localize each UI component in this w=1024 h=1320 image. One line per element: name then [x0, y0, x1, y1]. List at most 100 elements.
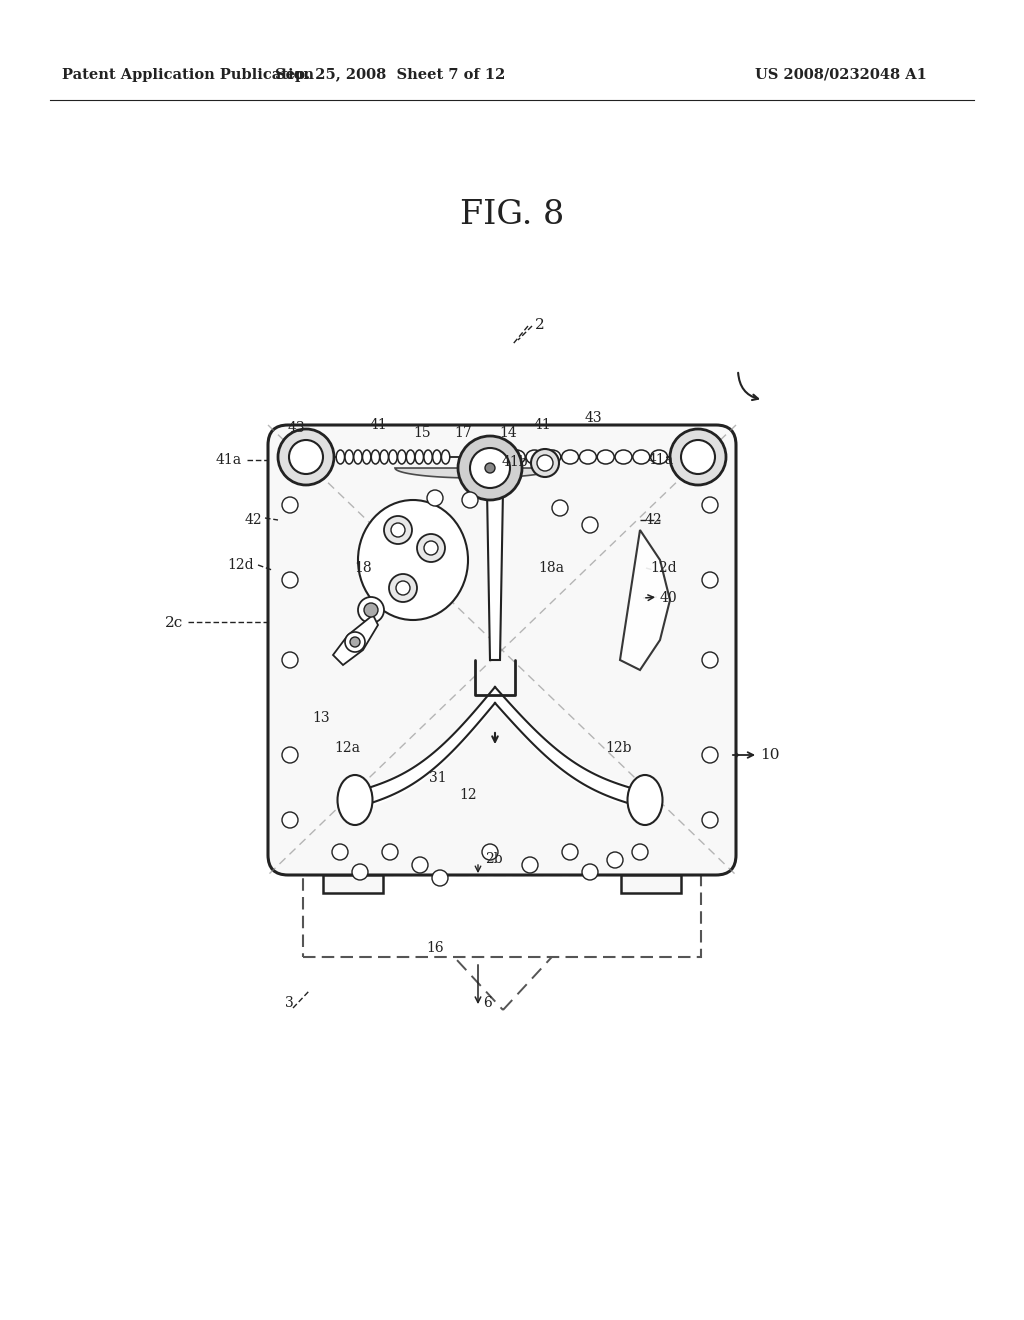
Ellipse shape — [407, 450, 415, 465]
Text: 14: 14 — [499, 426, 517, 440]
Text: 2b: 2b — [485, 851, 503, 866]
Circle shape — [282, 652, 298, 668]
Circle shape — [702, 572, 718, 587]
Text: 18a: 18a — [538, 561, 564, 576]
Ellipse shape — [336, 450, 344, 465]
Polygon shape — [395, 469, 555, 478]
Ellipse shape — [526, 450, 543, 465]
Circle shape — [352, 865, 368, 880]
Polygon shape — [333, 615, 378, 665]
Ellipse shape — [353, 450, 362, 465]
Ellipse shape — [597, 450, 614, 465]
Circle shape — [289, 440, 323, 474]
Circle shape — [424, 541, 438, 554]
Circle shape — [482, 843, 498, 861]
Ellipse shape — [561, 450, 579, 465]
Text: 41: 41 — [369, 418, 387, 432]
Ellipse shape — [338, 775, 373, 825]
Circle shape — [522, 857, 538, 873]
Text: 12a: 12a — [334, 741, 360, 755]
Ellipse shape — [615, 450, 632, 465]
Polygon shape — [487, 490, 503, 660]
Text: 16: 16 — [426, 941, 443, 954]
Bar — [303, 875, 701, 957]
Text: Patent Application Publication: Patent Application Publication — [62, 69, 314, 82]
Polygon shape — [620, 531, 670, 671]
Text: 12: 12 — [459, 788, 477, 803]
Text: 41a: 41a — [216, 453, 242, 467]
FancyBboxPatch shape — [268, 425, 736, 875]
Circle shape — [562, 843, 578, 861]
Text: 3: 3 — [285, 997, 294, 1010]
Circle shape — [485, 463, 495, 473]
Circle shape — [432, 870, 449, 886]
Text: 15: 15 — [414, 426, 431, 440]
Circle shape — [364, 603, 378, 616]
Circle shape — [382, 843, 398, 861]
Ellipse shape — [508, 450, 525, 465]
Circle shape — [702, 812, 718, 828]
Circle shape — [702, 652, 718, 668]
Circle shape — [396, 581, 410, 595]
Ellipse shape — [372, 450, 380, 465]
Circle shape — [531, 449, 559, 477]
Text: 12b: 12b — [605, 741, 632, 755]
Text: 31: 31 — [429, 771, 446, 785]
Ellipse shape — [345, 450, 353, 465]
Ellipse shape — [628, 775, 663, 825]
Text: 41: 41 — [534, 418, 551, 432]
Ellipse shape — [650, 450, 668, 465]
Circle shape — [384, 516, 412, 544]
Text: 6: 6 — [483, 997, 492, 1010]
Circle shape — [470, 447, 510, 488]
Circle shape — [670, 429, 726, 484]
Text: 41b: 41b — [502, 455, 528, 469]
Ellipse shape — [362, 450, 371, 465]
Ellipse shape — [380, 450, 388, 465]
Circle shape — [417, 535, 445, 562]
Circle shape — [391, 523, 406, 537]
Text: 18: 18 — [354, 561, 372, 576]
Circle shape — [458, 436, 522, 500]
Bar — [323, 875, 383, 894]
Text: 2: 2 — [535, 318, 545, 333]
Ellipse shape — [433, 450, 441, 465]
Ellipse shape — [358, 500, 468, 620]
Circle shape — [582, 517, 598, 533]
Text: 12d: 12d — [227, 558, 254, 572]
Ellipse shape — [415, 450, 424, 465]
Text: 40: 40 — [660, 591, 678, 605]
Circle shape — [582, 865, 598, 880]
Circle shape — [332, 843, 348, 861]
Text: 13: 13 — [312, 711, 330, 725]
Text: 43: 43 — [288, 421, 305, 436]
Circle shape — [462, 492, 478, 508]
Ellipse shape — [580, 450, 596, 465]
Bar — [621, 875, 681, 894]
Text: 42: 42 — [245, 513, 262, 527]
Circle shape — [412, 857, 428, 873]
Circle shape — [537, 455, 553, 471]
Circle shape — [282, 498, 298, 513]
Ellipse shape — [397, 450, 406, 465]
Text: FIG. 8: FIG. 8 — [460, 199, 564, 231]
Circle shape — [282, 572, 298, 587]
Ellipse shape — [389, 450, 397, 465]
Text: US 2008/0232048 A1: US 2008/0232048 A1 — [755, 69, 927, 82]
Circle shape — [282, 747, 298, 763]
Circle shape — [282, 812, 298, 828]
Text: Sep. 25, 2008  Sheet 7 of 12: Sep. 25, 2008 Sheet 7 of 12 — [274, 69, 505, 82]
Text: 17: 17 — [454, 426, 472, 440]
Ellipse shape — [490, 450, 507, 465]
Text: 12d: 12d — [650, 561, 677, 576]
Ellipse shape — [441, 450, 450, 465]
Ellipse shape — [544, 450, 561, 465]
Text: 10: 10 — [760, 748, 779, 762]
Circle shape — [427, 490, 443, 506]
Circle shape — [345, 632, 365, 652]
Circle shape — [702, 498, 718, 513]
Text: 42: 42 — [645, 513, 663, 527]
Ellipse shape — [424, 450, 432, 465]
Text: 41a: 41a — [648, 453, 674, 467]
Ellipse shape — [633, 450, 650, 465]
